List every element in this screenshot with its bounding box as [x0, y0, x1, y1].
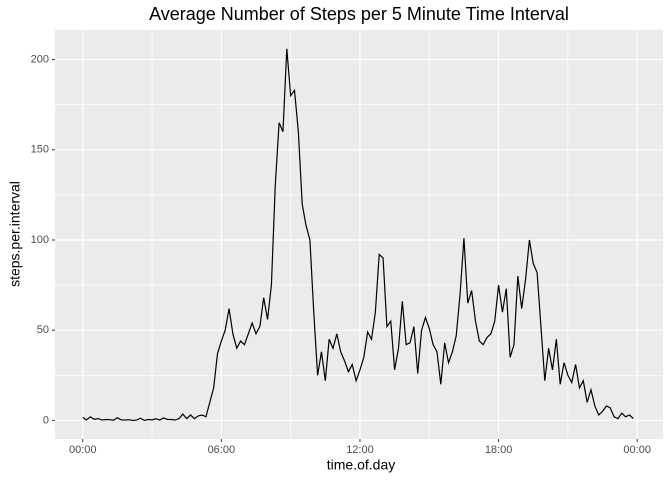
x-tick-label: 00:00 [69, 444, 97, 456]
y-tick-label: 50 [37, 324, 49, 336]
y-tick-label: 100 [31, 234, 49, 246]
plot-panel [55, 30, 663, 439]
y-tick-label: 200 [31, 53, 49, 65]
x-tick-label: 18:00 [485, 444, 513, 456]
chart-title: Average Number of Steps per 5 Minute Tim… [149, 4, 569, 24]
x-tick-label: 06:00 [208, 444, 236, 456]
x-axis-label: time.of.day [327, 457, 395, 473]
x-tick-label: 00:00 [623, 444, 651, 456]
y-axis-label: steps.per.interval [7, 181, 23, 287]
y-tick-label: 0 [43, 414, 49, 426]
data-line [82, 48, 634, 422]
y-tick-label: 150 [31, 144, 49, 156]
x-tick-label: 12:00 [346, 444, 374, 456]
